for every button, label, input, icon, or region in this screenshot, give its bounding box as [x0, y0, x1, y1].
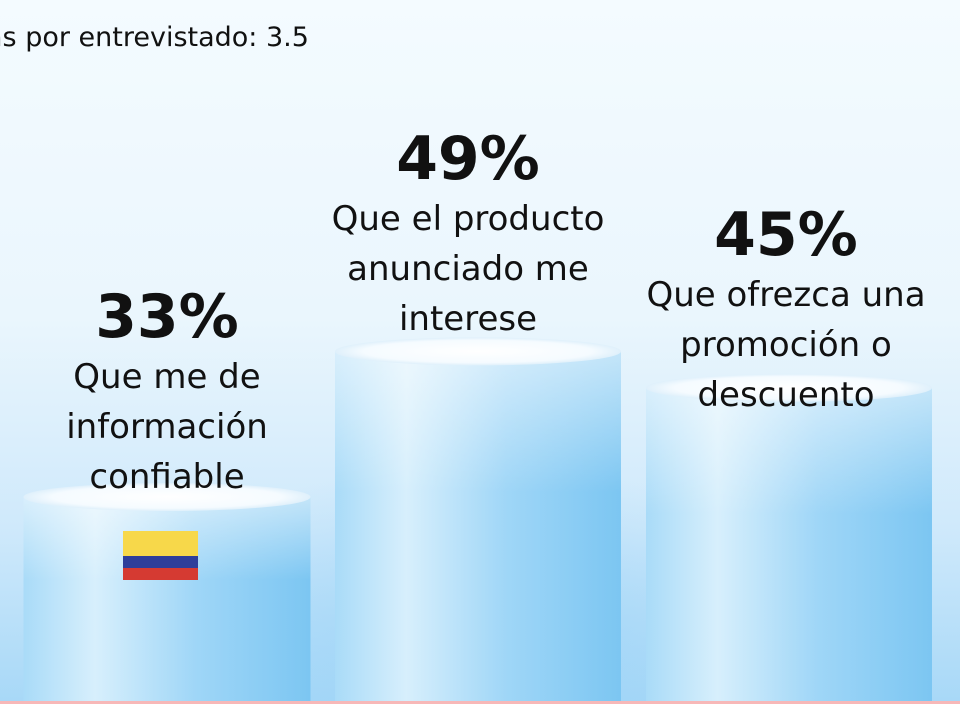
category-label-line: promoción o	[680, 325, 892, 365]
category-label-line: información	[66, 407, 268, 447]
label-group-3: 45% Que ofrezca una promoción o descuent…	[646, 200, 925, 420]
colombia-flag-icon	[123, 531, 198, 580]
flag-stripe-yellow	[123, 531, 198, 556]
podium-top	[23, 483, 311, 511]
label-group-2: 49% Que el producto anunciado me interes…	[332, 124, 605, 344]
label-group-1: 33% Que me de información confiable	[66, 282, 268, 502]
podium-top	[335, 337, 621, 366]
category-label-line: Que ofrezca una	[646, 275, 926, 315]
category-label-line: Que el producto	[331, 199, 605, 239]
category-label-line: Que me de	[73, 357, 261, 397]
flag-stripe-red	[123, 568, 198, 580]
category-label-line: descuento	[697, 375, 875, 415]
chart-header: as por entrevistado: 3.5	[0, 22, 309, 53]
category-label-line: anunciado me	[347, 249, 589, 289]
category-label-line: interese	[398, 299, 538, 339]
podium-highlight	[335, 351, 621, 704]
value-label: 45%	[714, 200, 858, 270]
value-label: 33%	[95, 282, 239, 352]
flag-stripe-blue	[123, 556, 198, 568]
value-label: 49%	[396, 124, 540, 194]
category-label-line: confiable	[89, 457, 245, 497]
podium-highlight	[23, 497, 311, 704]
bottom-edge	[0, 701, 960, 704]
podium-top	[646, 373, 932, 402]
podium-highlight	[646, 387, 932, 704]
